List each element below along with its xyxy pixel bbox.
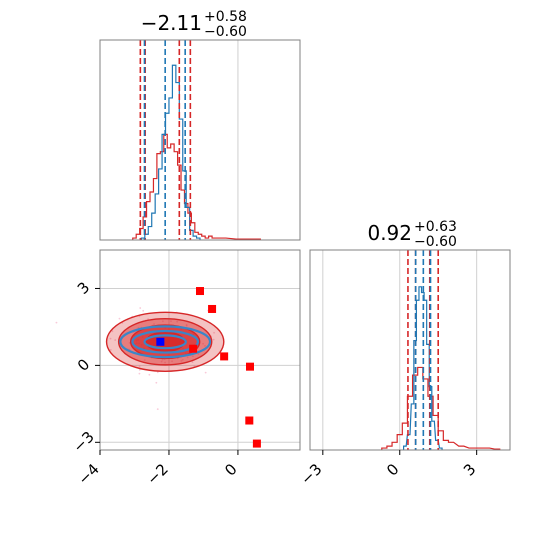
param1-title-upper-error: +0.58 (204, 9, 247, 25)
blue-contour-level (131, 329, 200, 354)
sample-point (197, 353, 200, 356)
red-square-marker (246, 362, 254, 371)
sample-point (114, 339, 117, 341)
sample-point (164, 361, 166, 364)
sample-point (161, 320, 164, 323)
sample-point (176, 320, 179, 323)
sample-point (109, 349, 112, 351)
sample-point (153, 323, 155, 325)
sample-point (138, 368, 141, 371)
sample-point (202, 342, 204, 345)
sample-point (156, 408, 159, 411)
sample-point (191, 361, 194, 364)
y-tick-label: −3 (69, 428, 97, 456)
y-tick-label: 0 (74, 355, 93, 374)
sample-point (109, 337, 112, 340)
top-left-panel-frame (99, 39, 301, 241)
sample-point (186, 356, 189, 359)
param2-title-value: 0.92 (367, 221, 412, 245)
blue-contour-level (143, 334, 187, 350)
red-square-marker (220, 352, 229, 361)
x-tick-label: 0 (221, 460, 240, 479)
red-square-marker (245, 416, 254, 425)
y-tick-label: 3 (74, 278, 93, 297)
sample-point (139, 307, 142, 309)
sample-point (180, 359, 183, 362)
param2-title-lower-error: −0.60 (414, 234, 457, 250)
sample-point (171, 360, 173, 363)
bottom-right-panel-frame (309, 249, 511, 451)
bottom-left-panel-frame (99, 249, 301, 451)
bottom-left-2d-density-panel: −4 −2 0 −3 0 3 (55, 249, 301, 488)
sample-point (181, 358, 184, 361)
x-tick-label: −2 (143, 460, 171, 488)
sample-point (155, 381, 158, 384)
sample-point (143, 359, 146, 361)
x-tick-label: −4 (74, 460, 102, 488)
panel-titles: −2.11 +0.58−0.600.92 +0.63−0.60 (141, 9, 457, 250)
sample-point (142, 309, 145, 312)
sample-point (55, 321, 58, 324)
sample-point (138, 365, 141, 367)
sample-point (170, 320, 172, 323)
sample-point (160, 360, 163, 363)
sample-point (148, 373, 151, 376)
x-tick-label: −3 (297, 460, 325, 488)
sample-point (156, 371, 159, 374)
sample-point (185, 324, 188, 326)
top-left-histogram-panel (99, 39, 301, 241)
sample-point (192, 355, 194, 358)
param1-title-value: −2.11 (141, 11, 202, 35)
sample-point (118, 317, 121, 320)
red-square-marker (252, 439, 261, 448)
sample-point (138, 372, 141, 375)
sample-point (204, 371, 207, 374)
sample-point (212, 338, 215, 341)
red-histogram (132, 133, 261, 240)
blue-histogram (402, 286, 443, 450)
x-tick-label: 0 (383, 460, 402, 479)
param1-title-lower-error: −0.60 (204, 24, 247, 40)
blue-square-marker (156, 337, 165, 346)
x-tick-label: 3 (460, 460, 479, 479)
red-square-marker (189, 344, 198, 353)
sample-point (161, 358, 164, 361)
sample-point (213, 331, 215, 334)
blue-contour-level (119, 325, 212, 359)
param2-title-upper-error: +0.63 (414, 219, 457, 235)
sample-point (111, 330, 114, 333)
red-histogram (381, 366, 501, 450)
bottom-right-histogram-panel: −3 0 3 (297, 249, 511, 488)
red-square-marker (196, 287, 204, 296)
red-square-marker (208, 304, 217, 313)
sample-point (204, 345, 206, 347)
